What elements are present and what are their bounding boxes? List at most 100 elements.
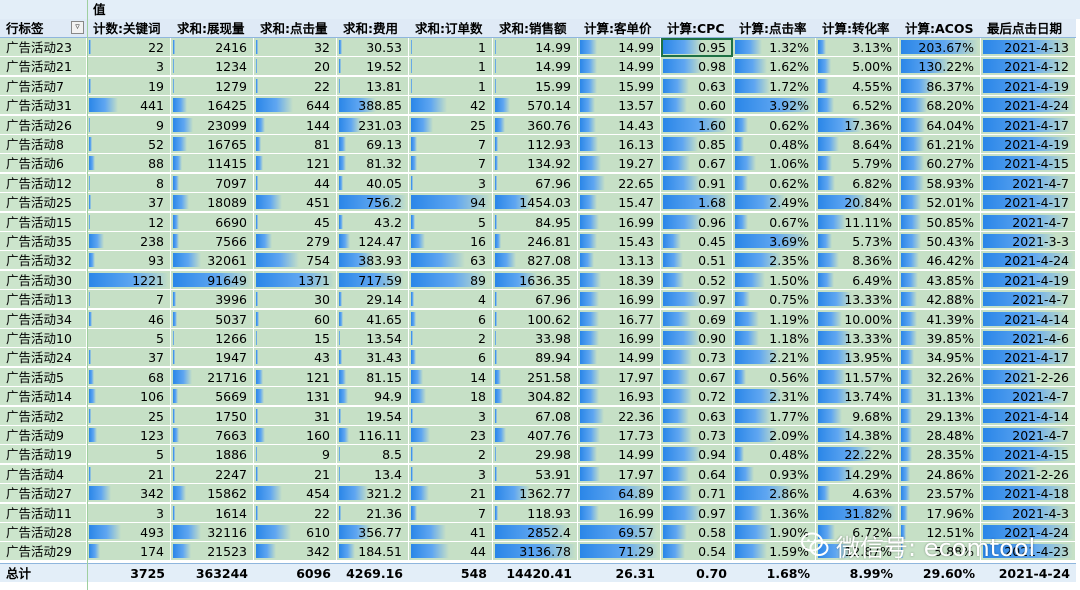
value-cell[interactable]: 16.13 (578, 135, 661, 154)
value-cell[interactable]: 43.85% (899, 270, 981, 290)
value-cell[interactable]: 1.50% (733, 270, 816, 290)
value-cell[interactable]: 1.59% (733, 542, 816, 562)
value-cell[interactable]: 7 (409, 503, 493, 523)
value-cell[interactable]: 3.69% (733, 232, 816, 251)
row-label[interactable]: 广告活动6 (0, 154, 87, 174)
value-cell[interactable]: 20.84% (816, 193, 899, 213)
value-cell[interactable]: 2021-4-6 (981, 329, 1076, 348)
value-cell[interactable]: 50.85% (899, 212, 981, 232)
column-header[interactable]: 计算:客单价 (578, 19, 661, 38)
value-cell[interactable]: 360.76 (493, 115, 578, 135)
value-cell[interactable]: 0.71 (661, 484, 733, 504)
value-cell[interactable]: 52 (87, 135, 171, 154)
value-cell[interactable]: 32061 (171, 251, 254, 271)
value-cell[interactable]: 17.73 (578, 426, 661, 445)
value-cell[interactable]: 63 (409, 251, 493, 271)
value-cell[interactable]: 1454.03 (493, 193, 578, 213)
value-cell[interactable]: 0.56% (733, 367, 816, 387)
value-cell[interactable]: 2021-4-24 (981, 251, 1076, 271)
value-cell[interactable]: 15862 (171, 484, 254, 504)
value-cell[interactable]: 9 (87, 115, 171, 135)
value-cell[interactable]: 0.52 (661, 270, 733, 290)
value-cell[interactable]: 3 (409, 173, 493, 193)
row-label[interactable]: 广告活动25 (0, 193, 87, 213)
value-cell[interactable]: 13.13 (578, 251, 661, 271)
value-cell[interactable]: 279 (254, 232, 337, 251)
value-cell[interactable]: 42 (409, 96, 493, 116)
value-cell[interactable]: 16.99 (578, 290, 661, 310)
value-cell[interactable]: 160 (254, 426, 337, 445)
value-cell[interactable]: 1266 (171, 329, 254, 348)
value-cell[interactable]: 2021-4-15 (981, 154, 1076, 174)
value-cell[interactable]: 19.52 (337, 57, 409, 77)
value-cell[interactable]: 52.01% (899, 193, 981, 213)
value-cell[interactable]: 18 (409, 387, 493, 407)
value-cell[interactable]: 10.00% (816, 309, 899, 329)
value-cell[interactable]: 2021-4-14 (981, 309, 1076, 329)
value-cell[interactable]: 342 (254, 542, 337, 562)
value-cell[interactable]: 12.87% (816, 542, 899, 562)
value-cell[interactable]: 69.13 (337, 135, 409, 154)
value-cell[interactable]: 30.53 (337, 38, 409, 57)
value-cell[interactable]: 610 (254, 523, 337, 542)
value-cell[interactable]: 5 (87, 445, 171, 465)
value-cell[interactable]: 1.77% (733, 406, 816, 426)
value-cell[interactable]: 388.85 (337, 96, 409, 116)
value-cell[interactable]: 2021-4-7 (981, 173, 1076, 193)
value-cell[interactable]: 2021-4-23 (981, 542, 1076, 562)
value-cell[interactable]: 2021-4-24 (981, 96, 1076, 116)
value-cell[interactable]: 41.65 (337, 309, 409, 329)
value-cell[interactable]: 15.99 (493, 76, 578, 96)
value-cell[interactable]: 16425 (171, 96, 254, 116)
value-cell[interactable]: 21523 (171, 542, 254, 562)
grand-total-cell[interactable]: 0.70 (661, 562, 733, 582)
value-cell[interactable]: 11415 (171, 154, 254, 174)
value-cell[interactable]: 13.95% (816, 348, 899, 368)
column-header[interactable]: 求和:订单数 (409, 19, 493, 38)
value-cell[interactable]: 17.97 (578, 367, 661, 387)
value-cell[interactable]: 22.22% (816, 445, 899, 465)
value-cell[interactable]: 7 (409, 135, 493, 154)
value-cell[interactable]: 2021-4-7 (981, 212, 1076, 232)
value-cell[interactable]: 0.45 (661, 232, 733, 251)
value-cell[interactable]: 8.64% (816, 135, 899, 154)
value-cell[interactable]: 94 (409, 193, 493, 213)
value-cell[interactable]: 0.93% (733, 464, 816, 484)
value-cell[interactable]: 2021-4-15 (981, 445, 1076, 465)
value-cell[interactable]: 17.96% (899, 503, 981, 523)
value-cell[interactable]: 1221 (87, 270, 171, 290)
value-cell[interactable]: 2021-4-24 (981, 523, 1076, 542)
corner-cell[interactable] (0, 0, 87, 19)
value-cell[interactable]: 12.51% (899, 523, 981, 542)
value-cell[interactable]: 1614 (171, 503, 254, 523)
value-cell[interactable]: 89 (409, 270, 493, 290)
value-cell[interactable]: 7 (409, 154, 493, 174)
value-cell[interactable]: 2021-2-26 (981, 464, 1076, 484)
value-cell[interactable]: 21 (87, 464, 171, 484)
value-cell[interactable]: 0.95 (661, 38, 733, 57)
value-cell[interactable]: 0.54 (661, 542, 733, 562)
value-cell[interactable]: 321.2 (337, 484, 409, 504)
value-cell[interactable]: 33.98 (493, 329, 578, 348)
value-cell[interactable]: 16765 (171, 135, 254, 154)
value-cell[interactable]: 2.49% (733, 193, 816, 213)
value-cell[interactable]: 81 (254, 135, 337, 154)
value-cell[interactable]: 1886 (171, 445, 254, 465)
value-cell[interactable]: 14.38% (816, 426, 899, 445)
value-cell[interactable]: 1.06% (733, 154, 816, 174)
value-cell[interactable]: 441 (87, 96, 171, 116)
grand-total-cell[interactable]: 548 (409, 562, 493, 582)
value-cell[interactable]: 16.99 (578, 212, 661, 232)
value-cell[interactable]: 9 (254, 445, 337, 465)
value-cell[interactable]: 46 (87, 309, 171, 329)
value-cell[interactable]: 67.96 (493, 173, 578, 193)
value-cell[interactable]: 14.99 (578, 38, 661, 57)
column-header[interactable]: 计数:关键词 (87, 19, 171, 38)
value-cell[interactable]: 3 (409, 406, 493, 426)
value-cell[interactable]: 45 (254, 212, 337, 232)
value-cell[interactable]: 1.68 (661, 193, 733, 213)
value-cell[interactable]: 100.62 (493, 309, 578, 329)
value-cell[interactable]: 15.43 (578, 232, 661, 251)
value-cell[interactable]: 304.82 (493, 387, 578, 407)
value-cell[interactable]: 134.92 (493, 154, 578, 174)
